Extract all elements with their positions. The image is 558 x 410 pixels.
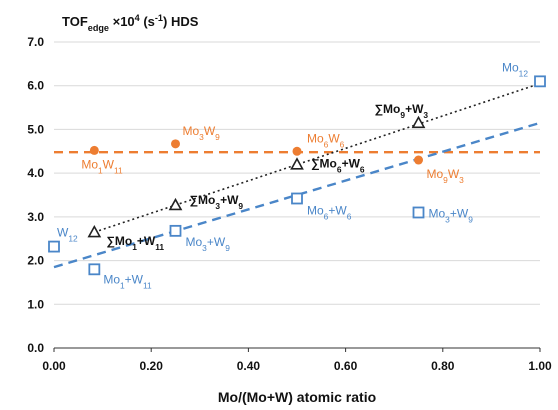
axes: 0.0 1.0 2.0 3.0 4.0 5.0 6.0 7.0 0.00 0.20 0.40 0.60… bbox=[27, 35, 552, 373]
point-label: Mo6+W6 bbox=[307, 203, 352, 221]
y-tick-label: 6.0 bbox=[27, 79, 44, 93]
square-point bbox=[169, 224, 182, 237]
triangle-point bbox=[411, 115, 426, 129]
y-tick-label: 2.0 bbox=[27, 254, 44, 268]
point-label: Mo9W3 bbox=[427, 167, 465, 185]
point-label: Mo3+W9 bbox=[186, 235, 231, 253]
x-tick-label: 1.00 bbox=[528, 359, 552, 373]
circle-point bbox=[414, 155, 423, 165]
y-tick-label: 7.0 bbox=[27, 35, 44, 49]
triangle-point bbox=[290, 157, 304, 170]
x-tick-label: 0.40 bbox=[237, 359, 261, 373]
x-tick-label: 0.00 bbox=[42, 359, 66, 373]
triangle-point bbox=[168, 197, 183, 211]
gridlines bbox=[54, 41, 540, 305]
y-tick-label: 5.0 bbox=[27, 122, 44, 136]
square-point bbox=[534, 75, 546, 88]
point-label: Mo3+W9 bbox=[429, 206, 474, 224]
point-label: Mo3W9 bbox=[183, 124, 221, 142]
trendline-blue-dashed bbox=[53, 121, 541, 269]
point-label: ∑Mo3+W9 bbox=[190, 193, 244, 211]
circle-point bbox=[171, 139, 180, 149]
square-point bbox=[48, 240, 60, 253]
point-label: Mo12 bbox=[502, 60, 528, 78]
point-labels: Mo1W11 Mo3W9 Mo6W6 Mo9W3 ∑Mo1+W11 ∑Mo3+W9 ∑Mo6… bbox=[57, 60, 528, 290]
x-tick-label: 0.60 bbox=[334, 359, 358, 373]
triangle-point bbox=[87, 225, 102, 238]
y-tick-label: 0.0 bbox=[27, 341, 44, 355]
x-tick-label: 0.20 bbox=[140, 359, 164, 373]
chart-title: TOFedge ×104 (s-1) HDS bbox=[62, 13, 199, 33]
point-label: Mo1W11 bbox=[81, 157, 123, 175]
circle-point bbox=[292, 146, 302, 156]
square-point bbox=[412, 206, 425, 219]
x-axis-title: Mo/(Mo+W) atomic ratio bbox=[218, 389, 376, 405]
point-label: Mo6W6 bbox=[307, 131, 345, 149]
square-point bbox=[88, 263, 101, 276]
square-point bbox=[291, 192, 303, 205]
circle-point bbox=[89, 145, 99, 155]
point-label: ∑Mo9+W3 bbox=[375, 102, 429, 120]
y-tick-label: 4.0 bbox=[27, 166, 44, 180]
y-tick-label: 1.0 bbox=[27, 297, 44, 311]
point-label: Mo1+W11 bbox=[103, 272, 152, 290]
point-label: ∑Mo1+W11 bbox=[106, 234, 164, 252]
y-tick-label: 3.0 bbox=[27, 210, 44, 224]
trendline-black-dotted bbox=[94, 82, 541, 233]
point-label: ∑Mo6+W6 bbox=[311, 156, 365, 174]
data-points bbox=[48, 75, 546, 276]
point-label: W12 bbox=[57, 226, 78, 244]
x-tick-label: 0.80 bbox=[431, 359, 455, 373]
